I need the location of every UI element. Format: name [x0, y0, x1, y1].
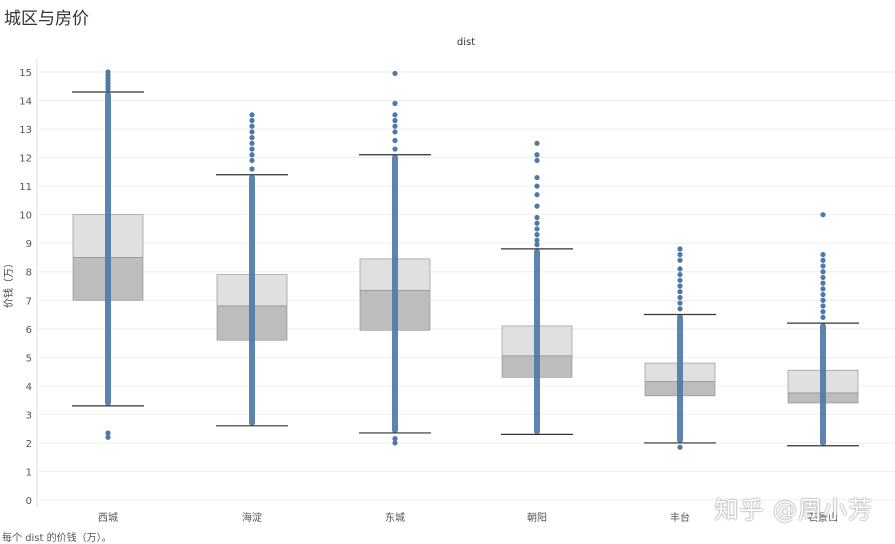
- outlier-point: [534, 237, 540, 243]
- x-tick-label: 海淀: [242, 511, 262, 524]
- outlier-point: [392, 440, 398, 446]
- outlier-point: [677, 289, 683, 295]
- outlier-point: [392, 100, 398, 106]
- outlier-point: [249, 152, 255, 158]
- y-tick-label: 1: [26, 467, 32, 478]
- outlier-point: [392, 129, 398, 135]
- outlier-point: [820, 212, 826, 218]
- outlier-point: [249, 140, 255, 146]
- outlier-point: [534, 140, 540, 146]
- y-tick-label: 10: [19, 211, 32, 222]
- outlier-point: [249, 157, 255, 164]
- outlier-point: [534, 242, 540, 248]
- outlier-point: [677, 277, 683, 283]
- outlier-point: [820, 257, 826, 263]
- outlier-point: [820, 309, 826, 315]
- outlier-point: [392, 436, 398, 442]
- outlier-point: [392, 146, 398, 152]
- outlier-point: [534, 183, 540, 189]
- outlier-point: [534, 232, 540, 238]
- y-tick-label: 3: [26, 410, 32, 421]
- outlier-point: [820, 297, 826, 303]
- y-tick-label: 9: [26, 239, 32, 250]
- outlier-point: [534, 203, 540, 209]
- chart-caption: 每个 dist 的价钱（万）。: [2, 533, 112, 544]
- outlier-point: [249, 112, 255, 118]
- data-points-column: [534, 248, 540, 435]
- outlier-point: [677, 306, 683, 312]
- outlier-point: [249, 166, 255, 172]
- outlier-point: [677, 257, 683, 263]
- y-tick-label: 11: [19, 182, 32, 193]
- outlier-point: [534, 152, 540, 158]
- y-tick-label: 0: [26, 496, 32, 507]
- data-points-column: [677, 314, 683, 443]
- outlier-point: [392, 137, 398, 144]
- outlier-point: [677, 266, 683, 272]
- outlier-point: [820, 286, 826, 292]
- outlier-point: [534, 220, 540, 226]
- outlier-point: [534, 157, 540, 164]
- y-tick-label: 15: [19, 68, 32, 79]
- y-tick-label: 14: [19, 97, 32, 108]
- x-tick-label: 朝阳: [527, 512, 547, 524]
- outlier-point: [820, 263, 826, 269]
- outlier-point: [677, 444, 683, 450]
- x-tick-label: 丰台: [670, 511, 690, 524]
- outlier-point: [249, 123, 255, 129]
- page-title: 城区与房价: [4, 9, 89, 29]
- outlier-point: [677, 271, 683, 278]
- outlier-point: [534, 226, 540, 232]
- outlier-point: [820, 269, 826, 275]
- x-tick-label: 东城: [385, 511, 405, 524]
- data-points-column: [105, 91, 111, 406]
- outlier-point: [105, 434, 111, 440]
- outlier-point: [677, 294, 683, 301]
- outlier-point: [677, 252, 683, 258]
- outlier-point: [105, 430, 111, 436]
- y-tick-label: 2: [26, 439, 32, 450]
- outlier-point: [820, 314, 826, 320]
- outlier-point: [534, 174, 540, 181]
- outlier-point: [392, 123, 398, 129]
- outlier-point: [249, 146, 255, 152]
- outlier-point: [820, 291, 826, 298]
- outlier-point: [249, 129, 255, 135]
- y-tick-label: 7: [26, 296, 32, 307]
- y-tick-label: 12: [19, 154, 32, 165]
- data-points-column: [820, 323, 826, 446]
- y-tick-label: 5: [26, 353, 32, 364]
- y-tick-label: 13: [19, 125, 32, 136]
- y-tick-label: 6: [26, 325, 32, 336]
- outlier-point: [392, 117, 398, 124]
- y-tick-label: 8: [26, 268, 32, 279]
- y-tick-label: 4: [26, 382, 32, 393]
- chart-title: dist: [457, 37, 475, 48]
- outlier-point: [249, 117, 255, 124]
- outlier-point: [392, 112, 398, 118]
- outlier-point: [820, 252, 826, 258]
- data-points-column: [249, 174, 255, 426]
- outlier-point: [392, 70, 398, 77]
- outlier-point: [820, 280, 826, 286]
- outlier-point: [534, 214, 540, 221]
- outlier-point: [677, 300, 683, 306]
- outlier-point: [105, 69, 111, 75]
- data-points-column: [392, 154, 398, 433]
- outlier-point: [820, 303, 826, 309]
- x-tick-label: 西城: [98, 512, 118, 524]
- watermark-text: 知乎 @周小芳: [714, 496, 873, 524]
- outlier-point: [677, 283, 683, 289]
- y-axis-label: 价钱（万）: [2, 258, 15, 308]
- x-tick-label: 石景山: [808, 512, 838, 524]
- outlier-point: [820, 274, 826, 281]
- outlier-point: [534, 192, 540, 198]
- outlier-point: [677, 246, 683, 252]
- outlier-point: [249, 135, 255, 141]
